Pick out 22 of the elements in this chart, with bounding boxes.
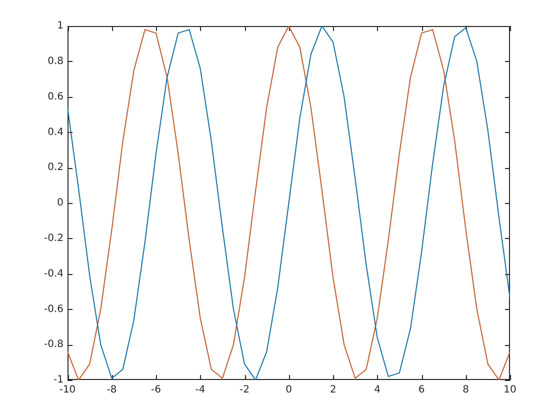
- y-tick-label: -0.2: [44, 232, 64, 244]
- x-tick-label: 4: [374, 384, 380, 396]
- y-tick-label: -0.6: [44, 304, 64, 315]
- y-tick-label: -1: [54, 374, 64, 386]
- y-tick-label: 0.8: [48, 56, 64, 67]
- x-tick-label: 8: [462, 384, 469, 396]
- y-tick-label: -0.8: [44, 339, 64, 350]
- y-tick-label: 0.6: [48, 91, 64, 102]
- y-tick-label: -0.4: [44, 268, 64, 280]
- x-tick-label: 10: [504, 384, 516, 396]
- x-tick-label: 6: [418, 384, 425, 396]
- x-tick-label: -10: [59, 384, 76, 396]
- x-tick-label: -8: [106, 384, 117, 396]
- x-tick-label: 2: [330, 384, 336, 396]
- y-tick-label: 0.4: [48, 126, 64, 138]
- x-tick-label: 0: [286, 384, 292, 396]
- y-tick-label: 0: [57, 198, 64, 209]
- x-tick-label: -2: [240, 384, 250, 396]
- x-tick-label: -6: [151, 384, 161, 396]
- y-tick-label: 0.2: [48, 162, 64, 174]
- y-tick-label: 1: [57, 20, 64, 32]
- x-tick-label: -4: [195, 384, 206, 396]
